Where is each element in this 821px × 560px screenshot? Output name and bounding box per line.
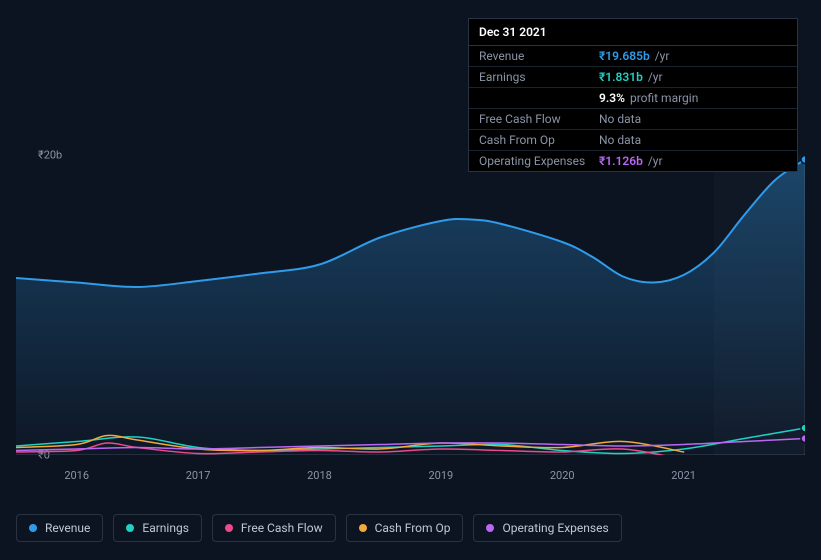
tooltip-date: Dec 31 2021 bbox=[469, 19, 797, 46]
legend-dot-icon bbox=[29, 524, 37, 532]
end-marker-revenue bbox=[801, 156, 805, 164]
tooltip-row-value: ₹19.685b /yr bbox=[599, 49, 669, 63]
tooltip-row-value: ₹1.126b /yr bbox=[599, 154, 663, 168]
tooltip-row: Revenue₹19.685b /yr bbox=[469, 46, 797, 67]
legend-item-opex[interactable]: Operating Expenses bbox=[473, 514, 621, 542]
tooltip-row-value: No data bbox=[599, 133, 641, 147]
legend-dot-icon bbox=[225, 524, 233, 532]
legend-label: Operating Expenses bbox=[502, 521, 608, 535]
legend-dot-icon bbox=[486, 524, 494, 532]
line-chart-svg bbox=[16, 155, 805, 455]
chart-area[interactable]: ₹20b₹0 201620172018201920202021 bbox=[16, 155, 805, 485]
legend-label: Revenue bbox=[45, 521, 90, 535]
x-axis-label: 2020 bbox=[550, 469, 575, 482]
x-axis-label: 2019 bbox=[428, 469, 453, 482]
tooltip-row: 9.3% profit margin bbox=[469, 88, 797, 109]
tooltip-row-label: Operating Expenses bbox=[479, 154, 599, 168]
legend-label: Cash From Op bbox=[375, 521, 451, 535]
tooltip-row-value: ₹1.831b /yr bbox=[599, 70, 663, 84]
tooltip-row-label: Earnings bbox=[479, 70, 599, 84]
data-tooltip: Dec 31 2021 Revenue₹19.685b /yrEarnings₹… bbox=[468, 18, 798, 172]
legend-dot-icon bbox=[126, 524, 134, 532]
tooltip-row: Free Cash FlowNo data bbox=[469, 109, 797, 130]
tooltip-row: Operating Expenses₹1.126b /yr bbox=[469, 151, 797, 171]
tooltip-row: Cash From OpNo data bbox=[469, 130, 797, 151]
tooltip-row: Earnings₹1.831b /yr bbox=[469, 67, 797, 88]
tooltip-row-label: Cash From Op bbox=[479, 133, 599, 147]
legend-item-cashop[interactable]: Cash From Op bbox=[346, 514, 464, 542]
end-marker-earnings bbox=[801, 424, 805, 432]
legend-label: Free Cash Flow bbox=[241, 521, 323, 535]
legend-item-fcf[interactable]: Free Cash Flow bbox=[212, 514, 336, 542]
legend-item-revenue[interactable]: Revenue bbox=[16, 514, 103, 542]
tooltip-row-label: Free Cash Flow bbox=[479, 112, 599, 126]
x-axis-label: 2018 bbox=[307, 469, 332, 482]
tooltip-row-value: No data bbox=[599, 112, 641, 126]
legend-label: Earnings bbox=[142, 521, 189, 535]
x-axis: 2016 2017 2018 2019 2020 2021 bbox=[16, 467, 805, 485]
legend-dot-icon bbox=[359, 524, 367, 532]
end-marker-opex bbox=[801, 435, 805, 443]
x-axis-label: 2017 bbox=[186, 469, 211, 482]
x-axis-label: 2021 bbox=[671, 469, 696, 482]
x-axis-label: 2016 bbox=[64, 469, 89, 482]
chart-legend: Revenue Earnings Free Cash Flow Cash From O… bbox=[16, 514, 622, 542]
legend-item-earnings[interactable]: Earnings bbox=[113, 514, 202, 542]
tooltip-row-label: Revenue bbox=[479, 49, 599, 63]
